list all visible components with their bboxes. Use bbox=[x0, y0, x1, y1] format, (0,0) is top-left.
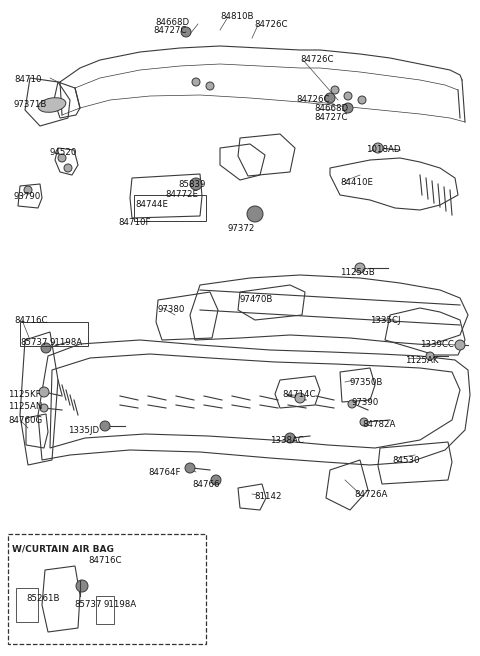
Text: 84726A: 84726A bbox=[354, 490, 387, 499]
Text: 84727C: 84727C bbox=[314, 113, 348, 122]
Circle shape bbox=[190, 178, 202, 190]
Text: 84668D: 84668D bbox=[155, 18, 189, 27]
Circle shape bbox=[206, 82, 214, 90]
Circle shape bbox=[24, 186, 32, 194]
Circle shape bbox=[455, 340, 465, 350]
Circle shape bbox=[285, 433, 295, 443]
Text: 81142: 81142 bbox=[254, 492, 281, 501]
Text: 1125KF: 1125KF bbox=[8, 390, 41, 399]
Text: 84726C: 84726C bbox=[254, 20, 288, 29]
Text: 97470B: 97470B bbox=[240, 295, 274, 304]
Circle shape bbox=[325, 93, 335, 103]
Text: 93790: 93790 bbox=[14, 192, 41, 201]
Bar bbox=[134, 195, 206, 221]
Circle shape bbox=[58, 154, 66, 162]
Circle shape bbox=[247, 206, 263, 222]
Text: 85737: 85737 bbox=[20, 338, 48, 347]
Circle shape bbox=[331, 86, 339, 94]
Text: 97372: 97372 bbox=[228, 224, 255, 233]
Text: 84744E: 84744E bbox=[135, 200, 168, 209]
Text: 84764F: 84764F bbox=[148, 468, 180, 477]
Text: 84760G: 84760G bbox=[8, 416, 42, 425]
Text: 84668D: 84668D bbox=[314, 104, 348, 113]
Text: 84530: 84530 bbox=[392, 456, 420, 465]
Text: 94520: 94520 bbox=[50, 148, 77, 157]
Text: 1339CC: 1339CC bbox=[420, 340, 454, 349]
Text: W/CURTAIN AIR BAG: W/CURTAIN AIR BAG bbox=[12, 544, 114, 553]
Text: 84716C: 84716C bbox=[14, 316, 48, 325]
Text: 1125GB: 1125GB bbox=[340, 268, 375, 277]
Text: 85737: 85737 bbox=[74, 600, 101, 609]
Text: 1125AK: 1125AK bbox=[405, 356, 439, 365]
Circle shape bbox=[192, 78, 200, 86]
Circle shape bbox=[41, 343, 51, 353]
Text: 84727C: 84727C bbox=[153, 26, 187, 35]
Circle shape bbox=[360, 418, 368, 426]
Circle shape bbox=[40, 404, 48, 412]
Circle shape bbox=[373, 143, 383, 153]
Circle shape bbox=[426, 352, 434, 360]
Text: 84782A: 84782A bbox=[362, 420, 396, 429]
Text: 97371B: 97371B bbox=[14, 100, 48, 109]
Bar bbox=[96, 596, 114, 624]
Text: 1335CJ: 1335CJ bbox=[370, 316, 400, 325]
Text: 1125AN: 1125AN bbox=[8, 402, 42, 411]
Text: 84772E: 84772E bbox=[165, 190, 198, 199]
Bar bbox=[20, 322, 88, 346]
Text: 85261B: 85261B bbox=[26, 594, 60, 603]
Bar bbox=[8, 534, 206, 644]
Text: 97390: 97390 bbox=[352, 398, 379, 407]
Text: 84716C: 84716C bbox=[88, 556, 121, 565]
Ellipse shape bbox=[38, 98, 66, 112]
Text: 91198A: 91198A bbox=[50, 338, 83, 347]
Text: 91198A: 91198A bbox=[103, 600, 136, 609]
Text: 1335JD: 1335JD bbox=[68, 426, 99, 435]
Text: 1018AD: 1018AD bbox=[366, 145, 400, 154]
Text: 84714C: 84714C bbox=[282, 390, 315, 399]
Circle shape bbox=[343, 103, 353, 113]
Text: 84710: 84710 bbox=[14, 75, 41, 84]
Circle shape bbox=[76, 580, 88, 592]
Text: 85839: 85839 bbox=[178, 180, 205, 189]
Text: 97380: 97380 bbox=[158, 305, 185, 314]
Circle shape bbox=[211, 475, 221, 485]
Circle shape bbox=[295, 393, 305, 403]
Circle shape bbox=[181, 27, 191, 37]
Text: 97350B: 97350B bbox=[350, 378, 384, 387]
Text: 84726C: 84726C bbox=[300, 55, 334, 64]
Circle shape bbox=[100, 421, 110, 431]
Text: 1338AC: 1338AC bbox=[270, 436, 304, 445]
Circle shape bbox=[64, 164, 72, 172]
Circle shape bbox=[358, 96, 366, 104]
Text: 84726C: 84726C bbox=[296, 95, 329, 104]
Bar bbox=[16, 588, 38, 622]
Circle shape bbox=[344, 92, 352, 100]
Circle shape bbox=[355, 263, 365, 273]
Text: 84766: 84766 bbox=[192, 480, 219, 489]
Circle shape bbox=[185, 463, 195, 473]
Text: 84710F: 84710F bbox=[118, 218, 151, 227]
Circle shape bbox=[348, 400, 356, 408]
Circle shape bbox=[39, 387, 49, 397]
Text: 84810B: 84810B bbox=[220, 12, 253, 21]
Text: 84410E: 84410E bbox=[340, 178, 373, 187]
